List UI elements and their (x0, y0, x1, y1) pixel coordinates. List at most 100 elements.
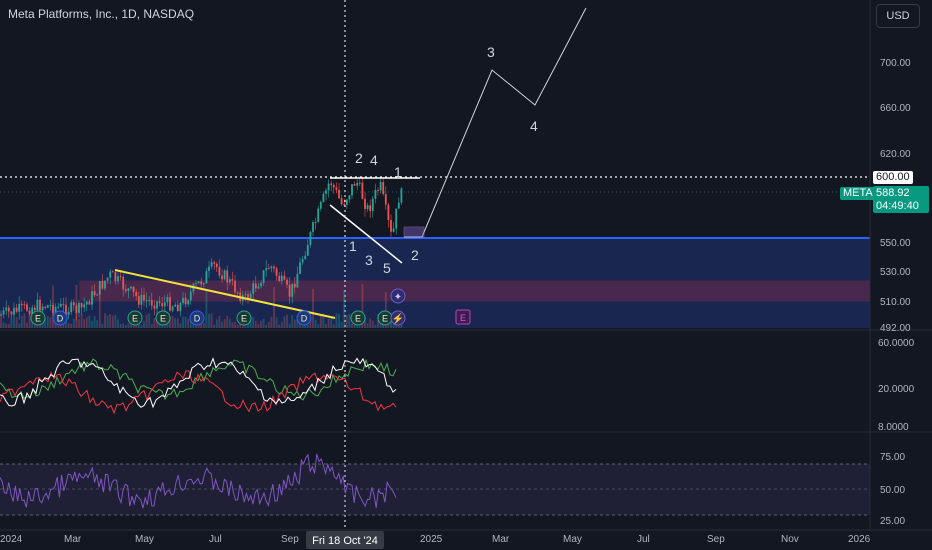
volume-bar (213, 324, 216, 328)
candle-body (228, 279, 231, 283)
event-marker (127, 310, 143, 326)
candle-body (221, 275, 223, 280)
candle-body (20, 303, 23, 305)
volume-bar (371, 320, 374, 328)
time-tick: 2024 (0, 534, 23, 545)
trendline-yellow[interactable] (114, 269, 336, 319)
flash-icon[interactable] (390, 310, 406, 326)
volume-bar (176, 318, 179, 328)
candle-body (358, 182, 361, 184)
candle-body (332, 184, 335, 188)
rsi-line (0, 453, 397, 509)
volume-bar (148, 313, 151, 328)
candle-body (392, 228, 395, 232)
candle-body (10, 311, 13, 315)
volume-bar (189, 318, 192, 328)
volume-bar (369, 318, 372, 328)
candle-body (171, 306, 174, 311)
volume-bar (143, 320, 145, 328)
wave-label: 4 (530, 118, 538, 134)
candle-body (7, 307, 10, 312)
earnings-marker-future[interactable] (455, 309, 471, 325)
candle-body (314, 221, 317, 223)
candle-body (54, 306, 57, 313)
volume-bar (70, 323, 73, 328)
candle-body (384, 193, 387, 205)
candle-body (135, 291, 138, 296)
volume-bar (195, 323, 197, 328)
volume-bar (7, 323, 10, 328)
time-tick: Mar (492, 534, 510, 545)
volume-bar (57, 323, 60, 328)
target-box[interactable] (403, 226, 425, 238)
candle-body (208, 266, 210, 271)
volume-bar (288, 323, 291, 328)
volume-bar (215, 319, 218, 328)
volume-bar (254, 320, 257, 328)
candle-body (15, 307, 18, 312)
volume-bar (330, 316, 333, 328)
time-tick: May (563, 534, 582, 545)
candle-body (397, 202, 400, 209)
volume-bar (348, 313, 351, 328)
support-zone[interactable] (0, 238, 870, 328)
candle-body (143, 294, 145, 301)
rsi-tick: 25.00 (880, 516, 905, 527)
volume-bar (23, 313, 26, 328)
dmi-tick: 60.0000 (878, 338, 915, 349)
candle-body (215, 263, 218, 267)
lightning-icon: ⚡ (392, 312, 404, 325)
volume-bar (153, 318, 156, 328)
volume-bar (335, 313, 338, 328)
symbol-title[interactable]: Meta Platforms, Inc., 1D, NASDAQ (8, 7, 195, 21)
rsi-tick: 50.00 (880, 485, 905, 496)
candle-body (317, 208, 320, 222)
candle-body (184, 297, 187, 305)
candle-body (226, 270, 229, 283)
current-price-value: 588.92 (876, 187, 910, 199)
candle-body (382, 182, 385, 194)
volume-bar (171, 315, 174, 328)
resistance-zone[interactable] (79, 280, 871, 302)
candle-body (270, 266, 273, 269)
candle-body (91, 291, 93, 305)
candle-body (72, 302, 75, 306)
time-tick: 2026 (848, 534, 871, 545)
candle-body (377, 189, 379, 191)
rsi-axis[interactable]: 75.00 50.00 25.00 (880, 452, 905, 527)
candle-body (176, 304, 179, 312)
candle-body (122, 276, 125, 290)
candle-body (338, 189, 340, 199)
volume-bar (210, 313, 213, 328)
volume-bar (202, 322, 205, 328)
volume-bar (293, 319, 296, 328)
volume-bar (382, 323, 385, 328)
time-axis[interactable]: 2024 Mar May Jul Sep 2025 Mar May Jul Se… (0, 534, 871, 545)
candle-body (366, 205, 369, 210)
level-price-tag: 600.00 (873, 171, 913, 184)
volume-bar (85, 317, 88, 328)
candle-body (280, 275, 283, 282)
dmi-axis[interactable]: 60.0000 20.0000 8.0000 (878, 338, 915, 433)
price-tick: 660.00 (880, 103, 911, 114)
candle-body (335, 187, 338, 190)
candle-body (106, 277, 109, 281)
wedge-lower-line[interactable] (329, 204, 403, 264)
volume-bar (192, 321, 195, 328)
volume-bar (319, 315, 322, 328)
candle-body (299, 262, 301, 274)
currency-button[interactable]: USD (876, 4, 920, 28)
volume-bar (96, 320, 99, 328)
ideas-icon[interactable] (390, 288, 406, 304)
candle-body (44, 306, 47, 308)
volume-bar (361, 283, 364, 328)
candle-body (5, 307, 8, 311)
volume-bar (327, 318, 330, 328)
wave-projection-path[interactable] (404, 7, 587, 238)
candle-body (109, 271, 112, 278)
volume-bar (332, 324, 335, 328)
price-axis[interactable]: 700.00 660.00 620.00 550.00 530.00 510.0… (880, 58, 911, 334)
volume-bar (278, 324, 281, 328)
